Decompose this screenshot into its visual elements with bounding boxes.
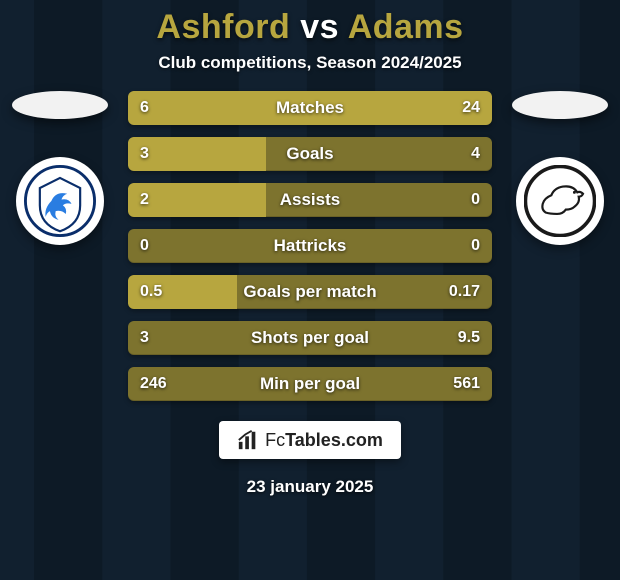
stat-row: 20Assists [128,183,492,217]
cardiff-city-crest-icon [24,165,96,237]
stat-label: Hattricks [128,229,492,263]
player1-club-badge [16,157,104,245]
vs-text: vs [300,8,339,46]
player2-ellipse [512,91,608,119]
brand-suffix: Tables.com [285,430,383,450]
chart-icon [237,429,259,451]
date-text: 23 january 2025 [247,477,374,497]
stat-label: Matches [128,91,492,125]
left-side [0,91,120,245]
stat-row: 00Hattricks [128,229,492,263]
stats-bars: 624Matches 34Goals 20Assists 00Hattricks 0.5… [120,91,500,401]
player2-name: Adams [348,8,464,46]
stat-row: 624Matches [128,91,492,125]
stat-row: 0.50.17Goals per match [128,275,492,309]
page-title: Ashford vs Adams [156,8,463,47]
player1-name: Ashford [156,8,290,46]
fctables-logo[interactable]: FcTables.com [219,421,401,459]
stat-label: Shots per goal [128,321,492,355]
stat-label: Assists [128,183,492,217]
derby-county-crest-icon [524,165,596,237]
stat-label: Min per goal [128,367,492,401]
player2-club-badge [516,157,604,245]
brand-prefix: Fc [265,430,285,450]
stat-label: Goals [128,137,492,171]
player1-ellipse [12,91,108,119]
stat-row: 246561Min per goal [128,367,492,401]
subtitle: Club competitions, Season 2024/2025 [158,53,461,73]
stat-row: 34Goals [128,137,492,171]
stat-row: 39.5Shots per goal [128,321,492,355]
stat-label: Goals per match [128,275,492,309]
right-side [500,91,620,245]
